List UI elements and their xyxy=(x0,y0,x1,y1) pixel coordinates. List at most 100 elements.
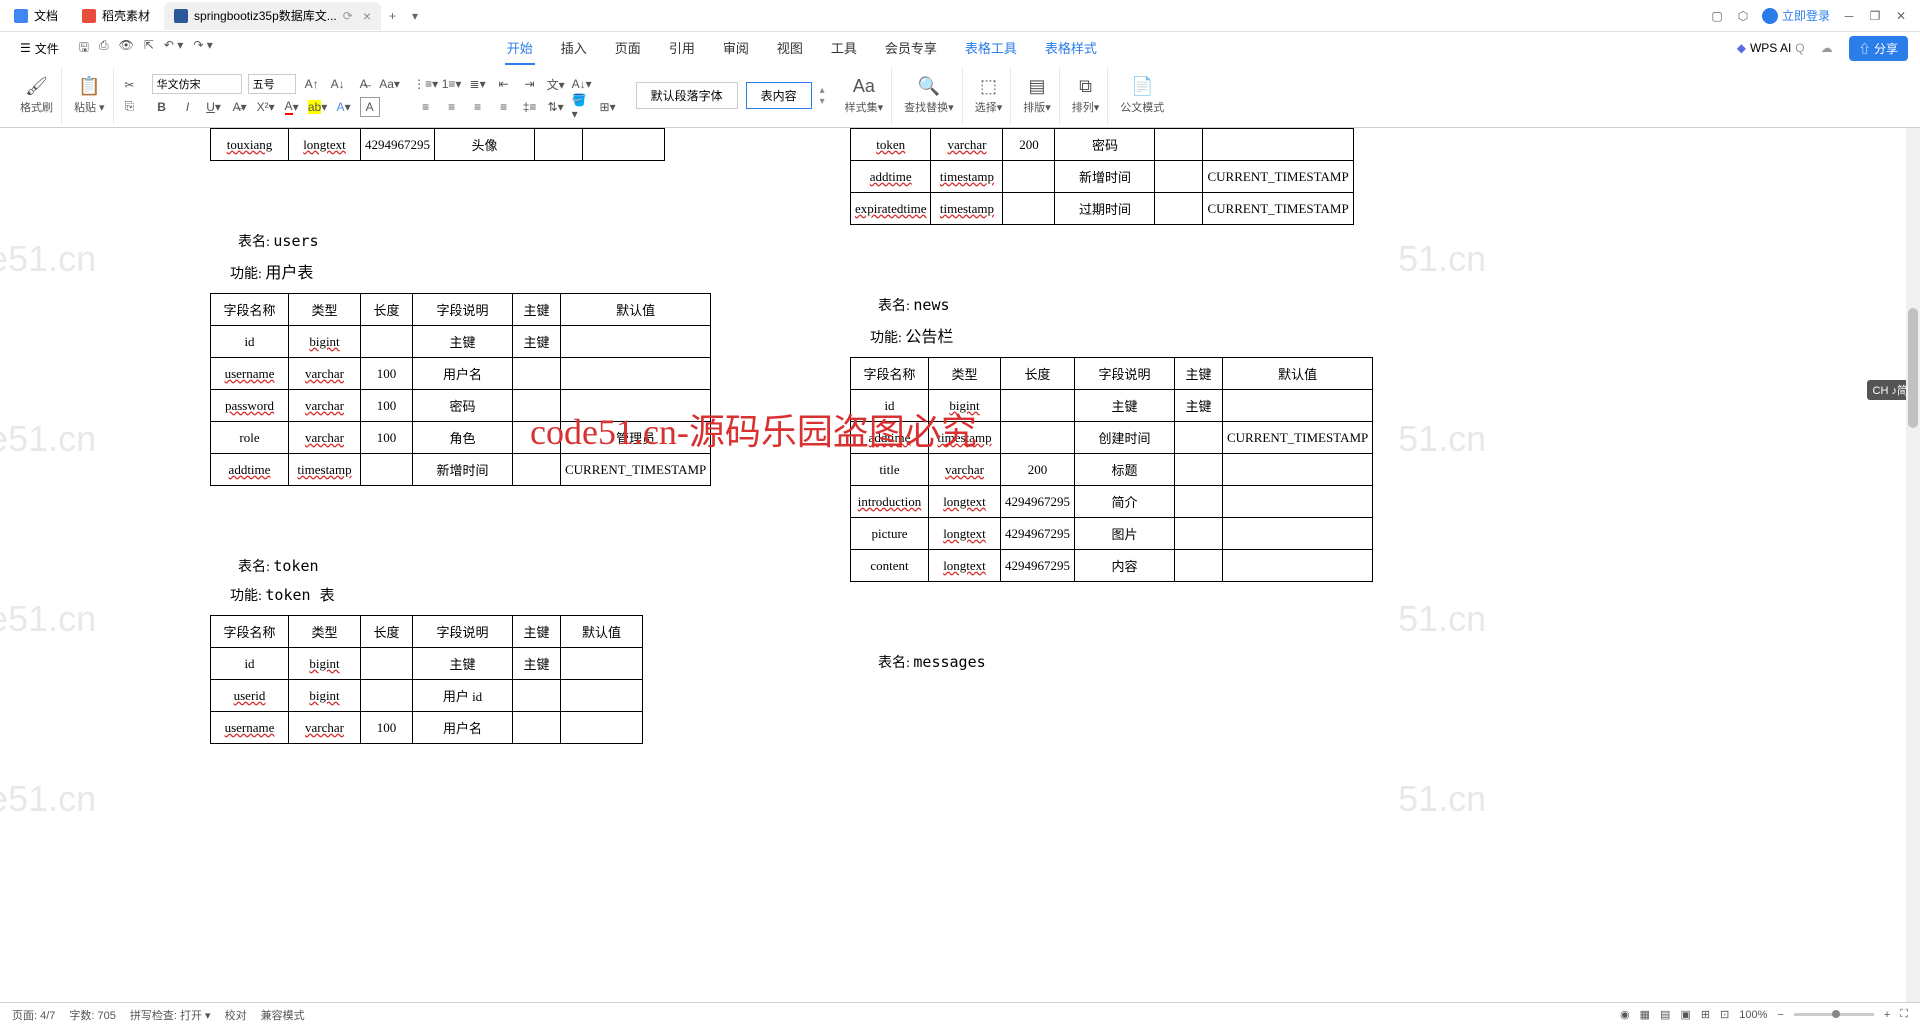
superscript-icon[interactable]: X²▾ xyxy=(256,97,276,117)
style-default-para[interactable]: 默认段落字体 xyxy=(636,82,738,109)
para-spacing-icon[interactable]: ⇅▾ xyxy=(546,97,566,117)
shrink-font-icon[interactable]: A↓ xyxy=(328,74,348,94)
export-icon[interactable]: ⇱ xyxy=(144,38,154,59)
cloud-icon[interactable]: ☁ xyxy=(1821,41,1833,55)
view-icon-4[interactable]: ▣ xyxy=(1680,1008,1690,1021)
app-icon-2[interactable]: ⬡ xyxy=(1736,9,1750,23)
number-list-icon[interactable]: 1≡▾ xyxy=(442,74,462,94)
highlight-icon[interactable]: ab▾ xyxy=(308,97,328,117)
close-icon[interactable]: × xyxy=(363,8,371,24)
new-tab-button[interactable]: + xyxy=(381,9,404,23)
underline-icon[interactable]: U▾ xyxy=(204,97,224,117)
redo-icon[interactable]: ↷ ▾ xyxy=(193,38,212,59)
font-size-select[interactable] xyxy=(248,74,296,94)
tab-review[interactable]: 审阅 xyxy=(721,32,751,65)
border-icon[interactable]: ⊞▾ xyxy=(598,97,618,117)
copy-icon[interactable]: ⎘ xyxy=(120,97,140,117)
change-case-icon[interactable]: Aa▾ xyxy=(380,74,400,94)
bullet-list-icon[interactable]: ⋮≡▾ xyxy=(416,74,436,94)
preview-icon[interactable]: 👁 xyxy=(119,38,134,59)
strike-icon[interactable]: A̶▾ xyxy=(230,97,250,117)
minimize-button[interactable]: ─ xyxy=(1842,9,1856,23)
layout-group[interactable]: ▤排版▾ xyxy=(1015,68,1060,124)
style-scroll[interactable]: ▴▾ xyxy=(820,85,825,107)
zoom-slider[interactable] xyxy=(1794,1013,1874,1016)
scrollbar-thumb[interactable] xyxy=(1908,308,1918,428)
login-button[interactable]: 立即登录 xyxy=(1762,7,1830,24)
cell xyxy=(561,680,643,712)
tab-page[interactable]: 页面 xyxy=(613,32,643,65)
tab-tools[interactable]: 工具 xyxy=(829,32,859,65)
text-dir-icon[interactable]: 文▾ xyxy=(546,74,566,94)
tab-tabletools[interactable]: 表格工具 xyxy=(963,32,1019,65)
zoom-label[interactable]: 100% xyxy=(1739,1009,1767,1021)
view-icon-2[interactable]: ▦ xyxy=(1640,1008,1650,1021)
styleset-group[interactable]: Aa样式集▾ xyxy=(837,68,893,124)
tab-tablestyle[interactable]: 表格样式 xyxy=(1043,32,1099,65)
status-compat[interactable]: 兼容模式 xyxy=(261,1007,305,1023)
sort-icon[interactable]: A↓▾ xyxy=(572,74,592,94)
official-doc-group[interactable]: 📄公文模式 xyxy=(1112,68,1172,124)
align-center-icon[interactable]: ≡ xyxy=(442,97,462,117)
cut-icon[interactable]: ✂ xyxy=(120,75,140,95)
zoom-in-button[interactable]: + xyxy=(1884,1009,1890,1021)
status-page[interactable]: 页面: 4/7 xyxy=(12,1007,55,1023)
tab-documents[interactable]: 文档 xyxy=(4,2,68,30)
zoom-thumb[interactable] xyxy=(1832,1010,1840,1018)
print-icon[interactable]: ⎙ xyxy=(99,38,109,59)
view-icon-1[interactable]: ◉ xyxy=(1620,1008,1630,1021)
close-button[interactable]: ✕ xyxy=(1894,9,1908,23)
text-effect-icon[interactable]: A▾ xyxy=(334,97,354,117)
fullscreen-icon[interactable]: ⛶ xyxy=(1900,1008,1908,1021)
tab-label: 稻壳素材 xyxy=(102,7,150,24)
vertical-scrollbar[interactable] xyxy=(1906,128,1920,1002)
align-justify-icon[interactable]: ≡ xyxy=(494,97,514,117)
bold-icon[interactable]: B xyxy=(152,97,172,117)
clear-format-icon[interactable]: A̶ xyxy=(354,74,374,94)
tab-menu-button[interactable]: ▾ xyxy=(404,9,426,23)
file-menu[interactable]: ☰ 文件 xyxy=(12,36,67,61)
paste-group[interactable]: 📋粘贴 ▾ xyxy=(66,68,114,124)
tab-view[interactable]: 视图 xyxy=(775,32,805,65)
char-border-icon[interactable]: A xyxy=(360,97,380,117)
italic-icon[interactable]: I xyxy=(178,97,198,117)
tab-reference[interactable]: 引用 xyxy=(667,32,697,65)
view-icon-3[interactable]: ▤ xyxy=(1660,1008,1670,1021)
tab-current[interactable]: springbootiz35p数据库文...⟳× xyxy=(164,2,381,30)
tab-member[interactable]: 会员专享 xyxy=(883,32,939,65)
status-proof[interactable]: 校对 xyxy=(225,1007,247,1023)
select-group[interactable]: ⬚选择▾ xyxy=(967,68,1012,124)
daoke-icon xyxy=(82,9,96,23)
multilevel-icon[interactable]: ≣▾ xyxy=(468,74,488,94)
share-button[interactable]: ⇧ 分享 xyxy=(1849,36,1908,61)
tab-start[interactable]: 开始 xyxy=(505,32,535,65)
zoom-out-button[interactable]: − xyxy=(1777,1009,1783,1021)
tab-daoke[interactable]: 稻壳素材 xyxy=(72,2,160,30)
tab-insert[interactable]: 插入 xyxy=(559,32,589,65)
save-icon[interactable]: 🖫 xyxy=(79,38,89,59)
status-words[interactable]: 字数: 705 xyxy=(69,1007,115,1023)
maximize-button[interactable]: ❐ xyxy=(1868,9,1882,23)
line-spacing-icon[interactable]: ‡≡ xyxy=(520,97,540,117)
style-table-content[interactable]: 表内容 xyxy=(746,82,812,109)
status-spell[interactable]: 拼写检查: 打开 ▾ xyxy=(130,1007,211,1023)
shading-icon[interactable]: 🪣▾ xyxy=(572,97,592,117)
format-painter-group[interactable]: 🖌格式刷 xyxy=(12,68,62,124)
view-icon-5[interactable]: ⊞ xyxy=(1701,1008,1710,1021)
align-right-icon[interactable]: ≡ xyxy=(468,97,488,117)
view-icon-6[interactable]: ⊡ xyxy=(1720,1008,1729,1021)
find-replace-group[interactable]: 🔍查找替换▾ xyxy=(896,68,963,124)
app-icon-1[interactable]: ▢ xyxy=(1710,9,1724,23)
cell xyxy=(1001,422,1075,454)
indent-inc-icon[interactable]: ⇥ xyxy=(520,74,540,94)
cell xyxy=(561,712,643,744)
arrange-group[interactable]: ⧉排列▾ xyxy=(1064,68,1109,124)
undo-icon[interactable]: ↶ ▾ xyxy=(164,38,183,59)
font-color-icon[interactable]: A▾ xyxy=(282,97,302,117)
wps-ai-button[interactable]: ◆WPS AIQ xyxy=(1737,41,1805,55)
cell: varchar xyxy=(931,129,1003,161)
font-name-select[interactable] xyxy=(152,74,242,94)
align-left-icon[interactable]: ≡ xyxy=(416,97,436,117)
grow-font-icon[interactable]: A↑ xyxy=(302,74,322,94)
indent-dec-icon[interactable]: ⇤ xyxy=(494,74,514,94)
